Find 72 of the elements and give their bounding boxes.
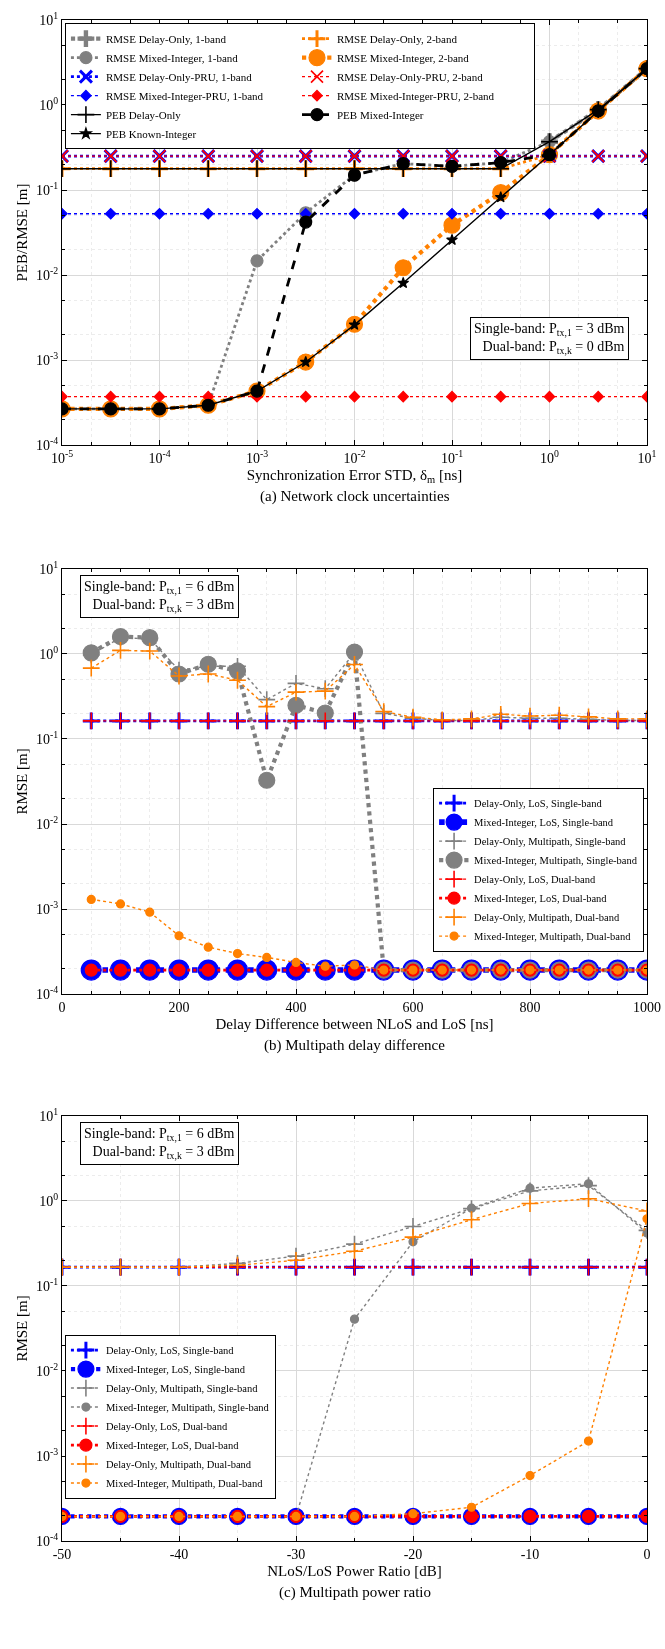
x-tick-label: 400 — [285, 999, 307, 1015]
legend-label: Delay-Only, LoS, Single-band — [105, 1345, 235, 1357]
y-tick-label: 10$^{-3}$ — [36, 1446, 59, 1464]
y-tick-label: 10$^{1}$ — [39, 1105, 59, 1124]
x-axis-title: Delay Difference between NLoS and LoS [ns] — [215, 1015, 494, 1032]
x-tick-label: 0 — [643, 1546, 651, 1562]
text: Single-band: P$_{tx,1}$ = 3 dBm Dual-band: P$_{tx,k}$ = 0 dBm — [474, 321, 625, 357]
y-tick-label: 10$^{-4}$ — [36, 984, 59, 1003]
y-tick-label: 10$^{0}$ — [39, 94, 59, 113]
legend-label: RMSE Mixed-Integer-PRU, 1-band — [105, 89, 264, 102]
x-axis-title: NLoS/LoS Power Ratio [dB] — [267, 1562, 442, 1579]
x-tick-label: -20 — [403, 1546, 423, 1562]
legend-label: RMSE Mixed-Integer, 1-band — [105, 51, 239, 64]
y-tick-label: 10$^{0}$ — [39, 643, 59, 662]
legend-label: Mixed-Integer, Multipath, Dual-band — [474, 931, 632, 943]
x-tick-label: 200 — [168, 999, 190, 1015]
legend-label: Delay-Only, Multipath, Dual-band — [474, 912, 620, 924]
x-tick-label: 10$^{-3}$ — [245, 448, 269, 466]
legend-label: PEB Known-Integer — [105, 127, 197, 140]
y-tick-label: 10$^{-1}$ — [36, 1275, 59, 1294]
legend-label: Mixed-Integer, Multipath, Single-band — [105, 1402, 270, 1414]
x-axis-title: Synchronization Error STD, δ$_{m}$ [ns] — [246, 467, 463, 486]
text: (c) Multipath power ratio — [279, 1584, 432, 1601]
legend-label: Mixed-Integer, LoS, Single-band — [474, 817, 614, 829]
legend-label: RMSE Delay-Only, 2-band — [337, 32, 458, 45]
x-tick-label: 800 — [519, 999, 541, 1015]
legend-label: Delay-Only, Multipath, Single-band — [474, 836, 627, 848]
y-tick-label: 10$^{0}$ — [39, 1190, 59, 1209]
legend-label: Mixed-Integer, Multipath, Dual-band — [105, 1478, 264, 1490]
text: (b) Multipath delay difference — [264, 1037, 446, 1054]
legend-label: Delay-Only, Multipath, Single-band — [105, 1383, 259, 1395]
legend-label: Delay-Only, LoS, Dual-band — [474, 874, 597, 886]
legend-label: RMSE Mixed-Integer, 2-band — [337, 51, 470, 64]
x-tick-label: 10$^{-4}$ — [148, 448, 171, 466]
y-tick-label: 10$^{1}$ — [39, 9, 59, 28]
legend-label: Mixed-Integer, LoS, Dual-band — [474, 893, 608, 905]
text: Single-band: P$_{tx,1}$ = 6 dBm Dual-band: P$_{tx,k}$ = 3 dBm — [84, 1126, 235, 1162]
y-tick-label: 10$^{-3}$ — [36, 350, 59, 369]
text: Single-band: P$_{tx,1}$ = 6 dBm Dual-band: P$_{tx,k}$ = 3 dBm — [84, 579, 235, 615]
x-tick-label: 10$^{1}$ — [637, 448, 657, 466]
y-axis-title: PEB/RMSE [m] — [14, 183, 31, 282]
x-tick-label: -30 — [286, 1546, 306, 1562]
x-tick-label: 10$^{0}$ — [540, 448, 560, 466]
x-tick-label: -40 — [169, 1546, 189, 1562]
y-tick-label: 10$^{-1}$ — [36, 728, 59, 747]
legend-label: Delay-Only, LoS, Single-band — [474, 798, 603, 810]
legend-label: RMSE Delay-Only, 1-band — [105, 32, 227, 45]
x-tick-label: 1000 — [633, 999, 661, 1015]
y-tick-label: 10$^{-3}$ — [36, 899, 59, 917]
x-tick-label: 10$^{-2}$ — [343, 448, 366, 466]
legend-label: RMSE Delay-Only-PRU, 1-band — [105, 70, 253, 83]
legend-label: Mixed-Integer, LoS, Dual-band — [105, 1440, 240, 1452]
legend-label: RMSE Mixed-Integer-PRU, 2-band — [337, 89, 495, 102]
legend-label: PEB Mixed-Integer — [337, 108, 424, 121]
text: (a) Network clock uncertainties — [260, 488, 450, 505]
y-axis-title: RMSE [m] — [14, 748, 31, 815]
y-axis-title: RMSE [m] — [14, 1295, 31, 1362]
x-tick-label: -10 — [520, 1546, 540, 1562]
legend-label: RMSE Delay-Only-PRU, 2-band — [337, 70, 484, 83]
x-tick-label: 600 — [402, 999, 424, 1015]
y-tick-label: 10$^{-2}$ — [36, 265, 59, 283]
legend-label: Delay-Only, Multipath, Dual-band — [105, 1459, 252, 1471]
y-tick-label: 10$^{-1}$ — [36, 180, 59, 198]
y-tick-label: 10$^{-2}$ — [36, 1361, 59, 1379]
legend-label: Mixed-Integer, Multipath, Single-band — [474, 855, 638, 867]
legend-label: PEB Delay-Only — [105, 108, 182, 121]
y-tick-label: 10$^{1}$ — [39, 558, 59, 577]
legend-label: Delay-Only, LoS, Dual-band — [105, 1421, 228, 1433]
y-tick-label: 10$^{-2}$ — [36, 814, 59, 832]
legend-label: Mixed-Integer, LoS, Single-band — [105, 1364, 246, 1376]
x-tick-label: 10$^{-1}$ — [440, 448, 464, 466]
x-tick-label: 0 — [58, 999, 66, 1015]
